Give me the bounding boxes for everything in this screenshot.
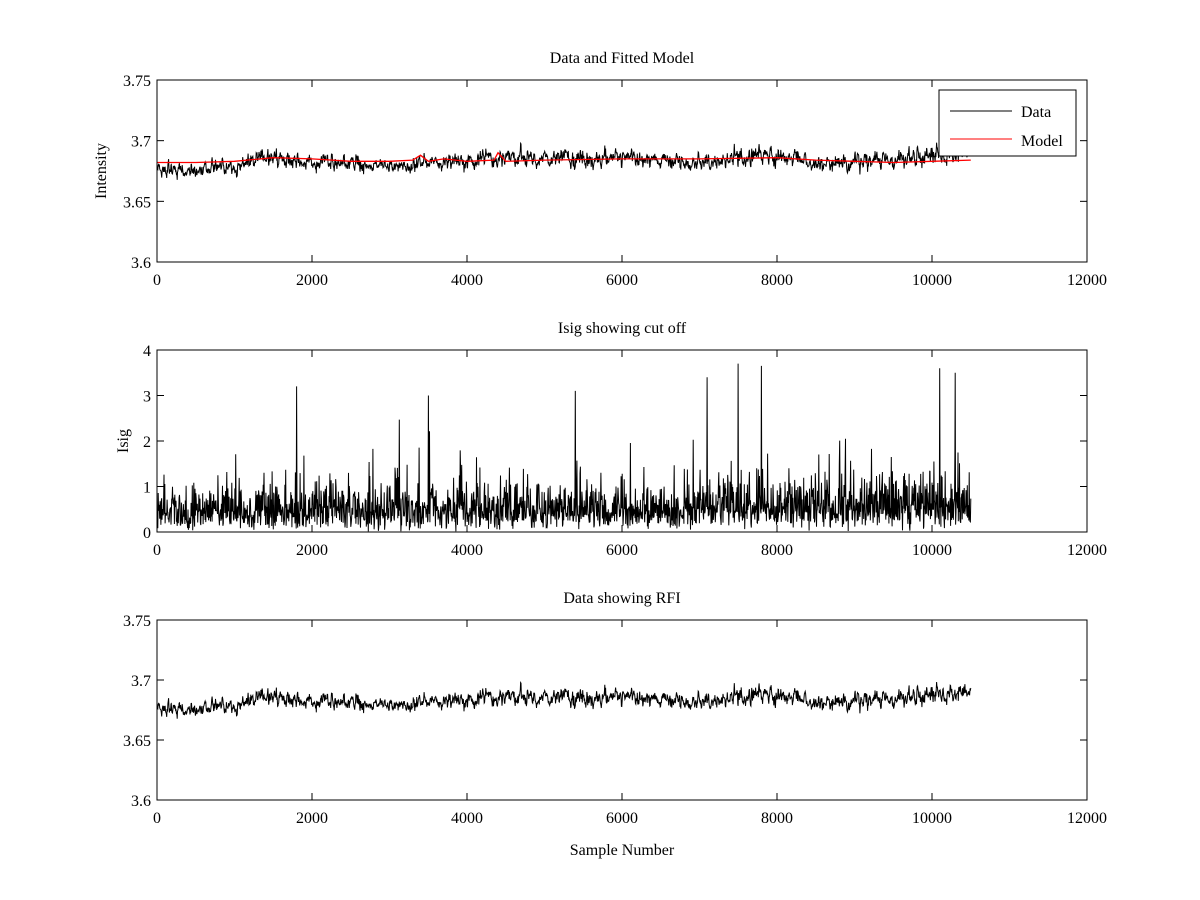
y-tick-label: 3.6: [131, 793, 151, 810]
y-tick-label: 4: [143, 343, 151, 360]
y-tick-label: 3.75: [123, 73, 151, 90]
plot-background: [157, 620, 1087, 800]
x-tick-label: 0: [153, 272, 161, 289]
x-tick-label: 10000: [912, 810, 952, 827]
y-tick-label: 3.7: [131, 673, 151, 690]
legend-box: [938, 89, 1077, 157]
x-tick-label: 8000: [761, 542, 793, 559]
x-axis-label: Sample Number: [570, 842, 675, 859]
y-tick-label: 3.6: [131, 255, 151, 272]
x-tick-label: 10000: [912, 542, 952, 559]
x-tick-label: 6000: [606, 542, 638, 559]
y-tick-label: 3.7: [131, 134, 151, 151]
x-tick-label: 8000: [761, 272, 793, 289]
plot-title: Isig showing cut off: [558, 320, 687, 337]
x-tick-label: 6000: [606, 272, 638, 289]
series-line-model: [157, 151, 971, 164]
y-tick-label: 3.65: [123, 733, 151, 750]
panel-isig-showing-cut-off: Isig showing cut off Isig 0 2000 4000 6000 8…: [115, 320, 1107, 559]
y-tick-label: 0: [143, 525, 151, 542]
x-tick-label: 2000: [296, 542, 328, 559]
legend-label-model: Model: [1021, 133, 1063, 150]
panel-data-and-fitted-model: Data and Fitted Model Intensity 0 2000 400…: [93, 50, 1107, 289]
panel-data-showing-rfi: Data showing RFI Sample Number 0 2000 4000…: [123, 590, 1107, 859]
plot-area: 0 2000 4000 6000 8000 10000 12000 0 1 2 3 4: [143, 343, 1107, 559]
x-tick-label: 12000: [1067, 542, 1107, 559]
plot-area: 0 2000 4000 6000 8000 10000 12000 3.6 3.65 3.7 3.7…: [123, 73, 1107, 289]
y-tick-label: 3.75: [123, 613, 151, 630]
y-axis-label: Isig: [115, 429, 132, 453]
y-tick-label: 2: [143, 434, 151, 451]
series-line-isig: [156, 363, 972, 532]
x-tick-label: 2000: [296, 272, 328, 289]
x-tick-label: 10000: [912, 272, 952, 289]
legend-label-data: Data: [1021, 104, 1051, 121]
series-line-data: [156, 141, 972, 180]
plot-title: Data showing RFI: [563, 590, 680, 607]
x-tick-label: 0: [153, 810, 161, 827]
x-tick-label: 12000: [1067, 810, 1107, 827]
x-tick-label: 2000: [296, 810, 328, 827]
x-tick-label: 6000: [606, 810, 638, 827]
plot-title: Data and Fitted Model: [550, 50, 695, 67]
y-tick-label: 3: [143, 389, 151, 406]
y-axis-label: Intensity: [93, 143, 110, 199]
series-line-data-rfi: [156, 681, 972, 719]
x-tick-label: 8000: [761, 810, 793, 827]
plot-area: 0 2000 4000 6000 8000 10000 12000 3.6 3.65 3.7 3.7…: [123, 613, 1107, 827]
x-tick-label: 0: [153, 542, 161, 559]
plot-background: [157, 80, 1087, 262]
y-tick-label: 1: [143, 480, 151, 497]
x-tick-label: 4000: [451, 542, 483, 559]
legend: Data Model: [938, 89, 1077, 157]
x-tick-label: 12000: [1067, 272, 1107, 289]
x-tick-label: 4000: [451, 810, 483, 827]
x-tick-label: 4000: [451, 272, 483, 289]
y-tick-label: 3.65: [123, 194, 151, 211]
